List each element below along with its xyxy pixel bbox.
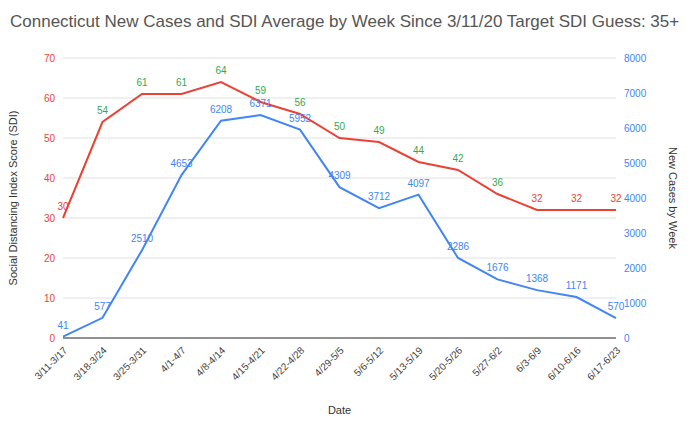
svg-text:50: 50 <box>334 121 346 132</box>
svg-text:32: 32 <box>531 193 543 204</box>
svg-text:2000: 2000 <box>624 263 647 274</box>
svg-text:54: 54 <box>97 105 109 116</box>
svg-text:4097: 4097 <box>407 178 430 189</box>
svg-text:4653: 4653 <box>170 158 193 169</box>
svg-text:1676: 1676 <box>486 262 509 273</box>
svg-text:4/8-4/14: 4/8-4/14 <box>194 344 228 378</box>
svg-text:59: 59 <box>255 85 267 96</box>
svg-text:1000: 1000 <box>624 298 647 309</box>
svg-text:40: 40 <box>44 173 56 184</box>
svg-text:3712: 3712 <box>368 191 391 202</box>
svg-text:56: 56 <box>294 97 306 108</box>
svg-text:36: 36 <box>492 177 504 188</box>
svg-text:4/1-4/7: 4/1-4/7 <box>158 344 188 374</box>
svg-text:10: 10 <box>44 293 56 304</box>
svg-text:6/17-6/23: 6/17-6/23 <box>585 344 623 382</box>
html-text:Connecticut New Cases and SDI: Connecticut New Cases and SDI Average by… <box>10 12 680 31</box>
svg-text:4309: 4309 <box>328 170 351 181</box>
svg-text:60: 60 <box>44 93 56 104</box>
svg-text:1368: 1368 <box>526 273 549 284</box>
svg-text:4/15-4/21: 4/15-4/21 <box>229 344 267 382</box>
svg-text:5000: 5000 <box>624 158 647 169</box>
svg-text:3/11-3/17: 3/11-3/17 <box>32 344 69 381</box>
svg-text:0: 0 <box>624 333 630 344</box>
svg-text:5/6-5/12: 5/6-5/12 <box>352 344 386 378</box>
svg-text:570: 570 <box>608 301 625 312</box>
svg-text:3/18-3/24: 3/18-3/24 <box>71 344 109 382</box>
svg-text:New Cases by Week: New Cases by Week <box>667 147 679 249</box>
svg-text:32: 32 <box>610 193 622 204</box>
svg-text:1171: 1171 <box>566 280 588 291</box>
svg-text:4000: 4000 <box>624 193 647 204</box>
svg-text:0: 0 <box>49 333 55 344</box>
svg-text:5/13-5/19: 5/13-5/19 <box>387 344 425 382</box>
svg-text:6371: 6371 <box>249 98 272 109</box>
svg-text:42: 42 <box>452 153 464 164</box>
svg-text:61: 61 <box>176 77 188 88</box>
svg-text:4/29-5/5: 4/29-5/5 <box>312 344 346 378</box>
svg-text:8000: 8000 <box>624 53 647 64</box>
svg-text:30: 30 <box>44 213 56 224</box>
svg-text:61: 61 <box>136 77 148 88</box>
svg-text:6000: 6000 <box>624 123 647 134</box>
svg-text:4/22-4/28: 4/22-4/28 <box>269 344 307 382</box>
svg-text:3000: 3000 <box>624 228 647 239</box>
svg-text:44: 44 <box>413 145 425 156</box>
svg-text:5/27-6/2: 5/27-6/2 <box>470 344 504 378</box>
svg-text:50: 50 <box>44 133 56 144</box>
svg-text:2510: 2510 <box>131 233 154 244</box>
svg-text:20: 20 <box>44 253 56 264</box>
svg-text:Social Distancing Index Score: Social Distancing Index Score (SDI) <box>8 111 19 286</box>
svg-text:32: 32 <box>571 193 583 204</box>
svg-text:7000: 7000 <box>624 88 647 99</box>
svg-text:6/3-6/9: 6/3-6/9 <box>514 344 544 374</box>
svg-text:49: 49 <box>373 125 385 136</box>
svg-text:70: 70 <box>44 53 56 64</box>
svg-text:64: 64 <box>215 65 227 76</box>
svg-text:577: 577 <box>94 301 111 312</box>
svg-text:Date: Date <box>328 404 351 416</box>
svg-text:3/25-3/31: 3/25-3/31 <box>111 344 149 382</box>
svg-text:30: 30 <box>57 201 69 212</box>
svg-text:2286: 2286 <box>447 241 470 252</box>
svg-text:41: 41 <box>57 320 69 331</box>
svg-text:6/10-6/16: 6/10-6/16 <box>545 344 583 382</box>
svg-text:6208: 6208 <box>210 104 233 115</box>
svg-text:5952: 5952 <box>289 113 312 124</box>
svg-text:5/20-5/26: 5/20-5/26 <box>427 344 465 382</box>
